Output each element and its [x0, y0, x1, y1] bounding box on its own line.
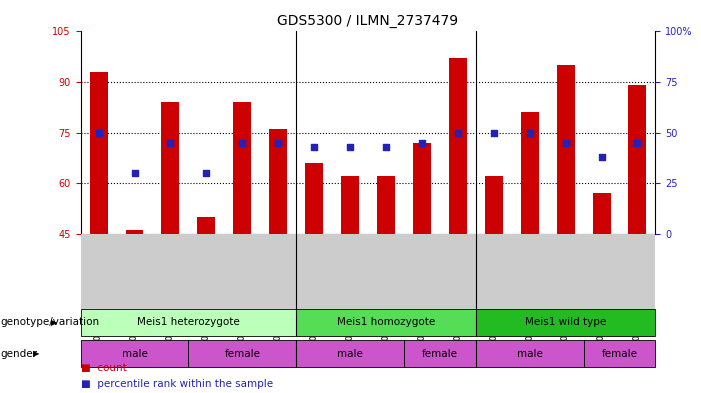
Point [524, 129, 536, 136]
Text: female: female [224, 349, 260, 359]
Point [93, 129, 104, 136]
Text: ▶: ▶ [50, 318, 57, 327]
Point [200, 170, 212, 176]
Bar [297, 309, 476, 336]
Bar [521, 112, 538, 234]
Bar [269, 129, 287, 234]
Bar [449, 59, 467, 234]
Text: Meis1 heterozygote: Meis1 heterozygote [137, 317, 240, 327]
Bar [584, 340, 655, 367]
Bar [189, 340, 297, 367]
Text: female: female [422, 349, 458, 359]
Point [416, 140, 428, 146]
Text: gender: gender [1, 349, 38, 359]
Point [488, 129, 499, 136]
Point [381, 144, 392, 150]
Text: ■  percentile rank within the sample: ■ percentile rank within the sample [81, 379, 273, 389]
Bar [476, 340, 583, 367]
Bar [413, 143, 431, 234]
Point [165, 140, 176, 146]
Bar [341, 176, 359, 234]
Text: male: male [337, 349, 363, 359]
Point [129, 170, 140, 176]
Text: female: female [601, 349, 637, 359]
Bar [629, 85, 646, 234]
Bar [485, 176, 503, 234]
Bar [377, 176, 395, 234]
Point [596, 154, 607, 160]
Bar [404, 340, 476, 367]
Bar [81, 340, 189, 367]
Point [452, 129, 463, 136]
Bar [90, 72, 107, 234]
Bar [476, 309, 655, 336]
Text: Meis1 homozygote: Meis1 homozygote [337, 317, 435, 327]
Bar [592, 193, 611, 234]
Bar [198, 217, 215, 234]
Point [273, 140, 284, 146]
Text: Meis1 wild type: Meis1 wild type [525, 317, 606, 327]
Title: GDS5300 / ILMN_2737479: GDS5300 / ILMN_2737479 [278, 14, 458, 28]
Point [237, 140, 248, 146]
Text: genotype/variation: genotype/variation [1, 317, 100, 327]
Bar [297, 340, 404, 367]
Bar [233, 102, 251, 234]
Point [344, 144, 355, 150]
Bar [305, 163, 323, 234]
Point [560, 140, 571, 146]
Text: male: male [121, 349, 147, 359]
Point [308, 144, 320, 150]
Bar [161, 102, 179, 234]
Bar [125, 230, 144, 234]
Text: ■  count: ■ count [81, 364, 126, 373]
Point [632, 140, 643, 146]
Bar [557, 65, 575, 234]
Text: male: male [517, 349, 543, 359]
Text: ▶: ▶ [33, 349, 39, 358]
Bar [81, 309, 297, 336]
